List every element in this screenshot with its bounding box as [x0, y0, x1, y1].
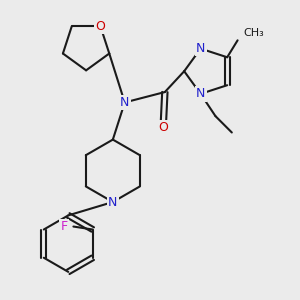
- Text: N: N: [196, 42, 205, 55]
- Text: O: O: [158, 121, 168, 134]
- Text: O: O: [95, 20, 105, 33]
- Text: N: N: [108, 196, 118, 208]
- Text: CH₃: CH₃: [244, 28, 264, 38]
- Text: F: F: [60, 220, 68, 233]
- Text: N: N: [196, 87, 205, 101]
- Text: N: N: [120, 96, 129, 109]
